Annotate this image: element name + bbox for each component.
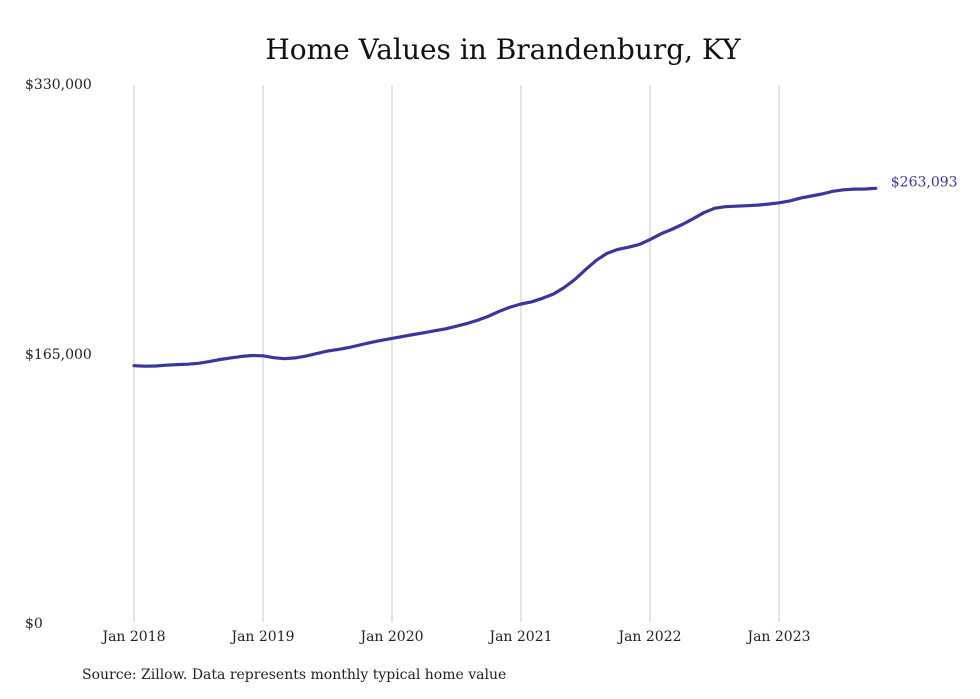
home-value-line (132, 186, 878, 368)
x-tick-label: Jan 2020 (358, 629, 423, 645)
grid-lines (133, 85, 780, 622)
series-layer (132, 186, 878, 368)
axis-labels: Jan 2018 Jan 2019 Jan 2020 Jan 2021 Jan 2022… (25, 77, 958, 645)
chart-title: Home Values in Brandenburg, KY (265, 33, 741, 66)
y-tick-label: $165,000 (25, 347, 92, 363)
x-tick-label: Jan 2018 (100, 629, 165, 645)
x-tick-label: Jan 2021 (487, 629, 552, 645)
end-value-label: $263,093 (891, 174, 958, 190)
source-note: Source: Zillow. Data represents monthly … (82, 667, 507, 683)
x-tick-label: Jan 2022 (616, 629, 681, 645)
x-tick-label: Jan 2019 (229, 629, 294, 645)
x-tick-label: Jan 2023 (745, 629, 810, 645)
y-tick-label: $0 (25, 616, 43, 632)
y-tick-label: $330,000 (25, 77, 92, 93)
